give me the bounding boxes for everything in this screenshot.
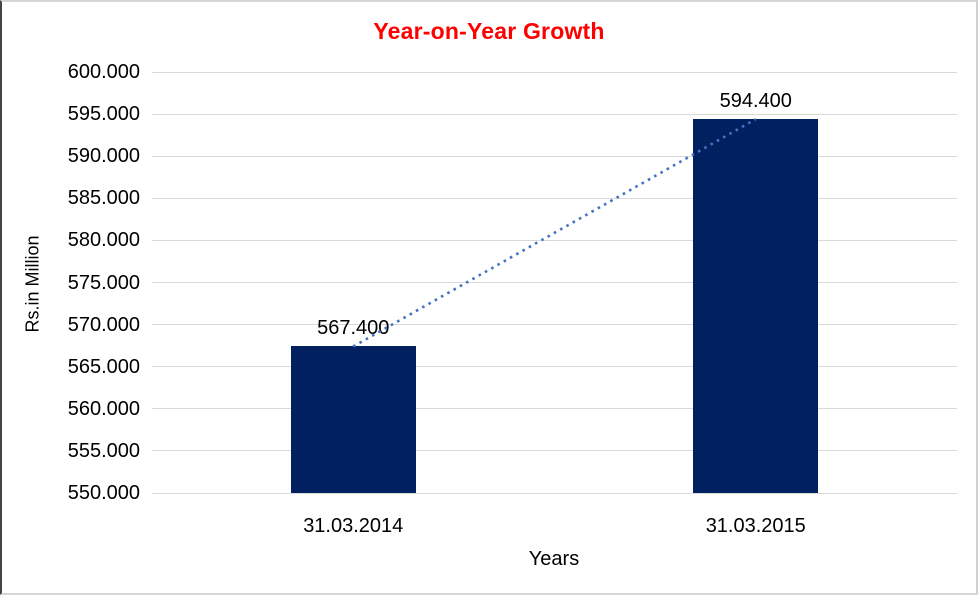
bar-31.03.2014 [290,346,416,493]
gridline [152,113,957,115]
gridline [152,155,957,157]
bar-data-label: 567.400 [317,317,390,340]
trendline [352,118,757,348]
y-tick-label: 550.000 [67,482,140,504]
x-axis-title: Years [528,548,580,570]
gridline [152,71,957,73]
x-tick-label: 31.03.2014 [303,515,404,537]
y-tick-label: 590.000 [67,145,140,168]
x-tick-label: 31.03.2015 [705,515,806,537]
gridline [152,239,957,241]
bar-31.03.2015 [693,119,819,493]
y-tick-label: 560.000 [67,397,140,420]
y-tick-label: 595.000 [67,103,140,126]
y-tick-label: 555.000 [67,439,140,462]
y-tick-label: 575.000 [67,271,140,294]
gridline [152,324,957,326]
gridline [152,408,957,410]
y-tick-label: 580.000 [67,229,140,252]
gridline [152,450,957,452]
gridline [152,492,957,494]
bar-data-label: 594.400 [719,90,792,113]
y-tick-label: 570.000 [67,313,140,336]
gridline [152,366,957,368]
chart-title: Year-on-Year Growth [373,18,605,44]
y-tick-label: 565.000 [67,355,140,378]
gridline [152,282,957,283]
y-tick-label: 600.000 [67,61,140,83]
gridline [152,197,957,199]
y-tick-label: 585.000 [67,187,140,210]
